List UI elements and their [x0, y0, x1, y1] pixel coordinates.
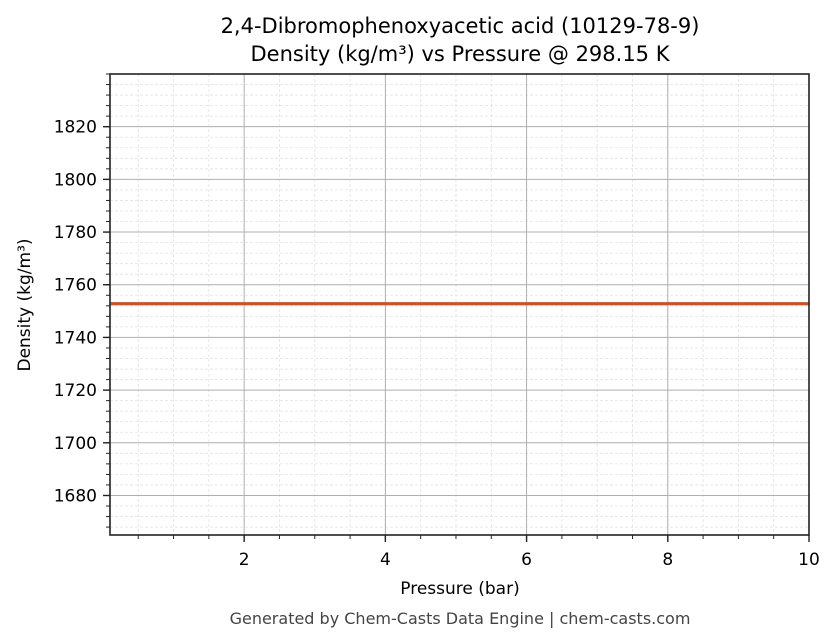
y-tick-label: 1820 [54, 118, 97, 138]
chart-title: 2,4-Dibromophenoxyacetic acid (10129-78-… [221, 14, 700, 38]
x-axis: 2 4 6 8 10 [137, 535, 820, 570]
y-tick-label: 1680 [54, 486, 97, 506]
x-tick-label: 10 [798, 550, 820, 570]
y-axis-label: Density (kg/m³) [15, 238, 35, 371]
y-axis: 1680 1700 1720 1740 1760 1780 1800 1820 [54, 73, 110, 528]
chart-subtitle: Density (kg/m³) vs Pressure @ 298.15 K [250, 42, 670, 66]
x-tick-label: 6 [521, 550, 532, 570]
plot-frame [109, 73, 810, 536]
footer-credit: Generated by Chem-Casts Data Engine | ch… [230, 609, 691, 628]
y-tick-label: 1700 [54, 434, 97, 454]
plot-area [109, 73, 810, 536]
x-tick-label: 2 [239, 550, 250, 570]
y-tick-label: 1760 [54, 276, 97, 296]
y-tick-label: 1780 [54, 223, 97, 243]
y-tick-label: 1740 [54, 328, 97, 348]
x-tick-label: 4 [380, 550, 391, 570]
y-tick-label: 1800 [54, 170, 97, 190]
x-tick-label: 8 [662, 550, 673, 570]
y-tick-label: 1720 [54, 381, 97, 401]
x-axis-label: Pressure (bar) [400, 579, 519, 599]
